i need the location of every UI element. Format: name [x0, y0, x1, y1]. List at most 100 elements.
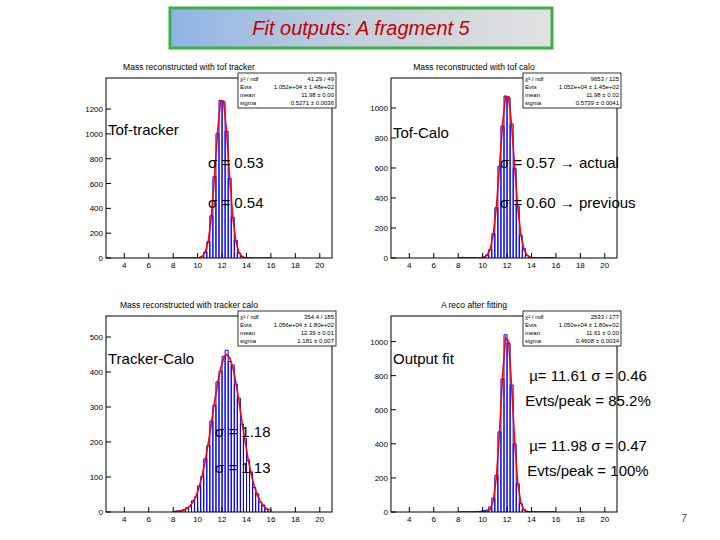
y-tick-label: 600	[375, 406, 389, 415]
x-tick-label: 12	[503, 261, 512, 270]
x-tick	[173, 253, 174, 258]
x-tick-label: 18	[576, 261, 585, 270]
x-tick-label: 12	[218, 515, 227, 524]
stats-value: 0.5739 ± 0.0041	[576, 100, 620, 106]
slide-title: Fit outputs: A fragment 5	[252, 17, 470, 39]
x-tick-label: 20	[600, 515, 609, 524]
x-tick-label: 16	[266, 261, 275, 270]
x-tick-label: 14	[242, 261, 251, 270]
histogram-title: A reco after fitting	[441, 300, 507, 310]
stats-value: 11.98 ± 0.00	[301, 92, 335, 98]
stats-label: mean	[525, 330, 540, 336]
x-tick	[482, 507, 483, 512]
x-tick-label: 6	[432, 515, 437, 524]
x-tick-label: 18	[291, 515, 300, 524]
x-tick	[507, 253, 508, 258]
y-tick-label: 600	[375, 164, 389, 173]
y-tick-label: 800	[375, 372, 389, 381]
stats-value: 1.181 ± 0.007	[297, 338, 334, 344]
stats-box	[238, 311, 336, 346]
fit-line	[175, 101, 270, 258]
x-tick-label: 20	[600, 261, 609, 270]
x-tick	[531, 253, 532, 258]
x-tick-label: 14	[242, 515, 251, 524]
y-tick-label: 1000	[85, 130, 103, 139]
slide: Fit outputs: A fragment 5702004006008001…	[0, 0, 720, 540]
x-tick-label: 10	[193, 261, 202, 270]
y-tick	[391, 477, 396, 478]
pad	[365, 298, 623, 526]
y-tick-label: 0	[384, 508, 389, 517]
stats-box	[523, 73, 621, 108]
annotation: Evts/peak = 85.2%	[525, 392, 651, 409]
y-tick-label: 500	[90, 333, 104, 342]
y-tick	[391, 512, 396, 513]
stats-label: χ² / ndf	[525, 76, 544, 82]
x-tick-label: 4	[407, 261, 412, 270]
y-tick-label: 600	[90, 180, 104, 189]
annotation: σ = 1.18	[215, 423, 271, 440]
stats-value: 1.050e+04 ± 1.80e+02	[559, 322, 620, 328]
annotation: Tracker-Calo	[108, 350, 194, 367]
x-tick-label: 18	[291, 261, 300, 270]
y-tick	[106, 407, 111, 408]
pad	[80, 298, 338, 526]
y-tick	[391, 375, 396, 376]
x-tick	[604, 507, 605, 512]
x-tick	[173, 507, 174, 512]
x-tick	[409, 507, 410, 512]
stats-value: 0.4608 ± 0.0034	[576, 338, 620, 344]
x-tick	[507, 507, 508, 512]
stats-value: 11.61 ± 0.00	[586, 330, 620, 336]
stats-label: mean	[240, 330, 255, 336]
annotation: µ= 11.61 σ = 0.46	[529, 367, 647, 384]
annotation: Evts/peak = 100%	[527, 462, 648, 479]
fit-line	[460, 97, 555, 258]
x-tick-label: 20	[315, 515, 324, 524]
x-tick-label: 8	[171, 261, 176, 270]
annotation: Tof-Calo	[393, 124, 449, 141]
plot-data	[173, 350, 271, 512]
stats-value: 12.39 ± 0.01	[301, 330, 335, 336]
x-tick-label: 12	[503, 515, 512, 524]
stats-value: 9653 / 125	[591, 76, 620, 82]
y-tick	[106, 258, 111, 259]
x-tick	[222, 253, 223, 258]
page-number: 7	[681, 512, 687, 524]
y-tick-label: 0	[384, 254, 389, 263]
annotation: σ = 1.13	[215, 459, 271, 476]
stats-label: sigma	[240, 100, 257, 106]
y-tick	[391, 198, 396, 199]
y-tick-label: 0	[99, 508, 104, 517]
histogram-title: Mass reconstructed with tof tracker	[123, 62, 255, 72]
plot-data	[458, 335, 556, 512]
x-tick-label: 8	[171, 515, 176, 524]
y-tick-label: 0	[99, 254, 104, 263]
x-tick	[246, 507, 247, 512]
y-tick-label: 200	[90, 438, 104, 447]
stats-label: χ² / ndf	[240, 76, 259, 82]
y-tick-label: 300	[90, 403, 104, 412]
y-tick	[391, 443, 396, 444]
y-tick-label: 200	[375, 224, 389, 233]
x-tick	[433, 253, 434, 258]
x-tick	[580, 507, 581, 512]
x-tick	[124, 253, 125, 258]
annotation: µ= 11.98 σ = 0.47	[529, 437, 647, 454]
x-tick	[222, 507, 223, 512]
stats-value: 11.98 ± 0.02	[586, 92, 620, 98]
y-tick-label: 1000	[370, 104, 388, 113]
y-tick	[391, 258, 396, 259]
x-tick-label: 18	[576, 515, 585, 524]
x-tick-label: 12	[218, 261, 227, 270]
y-tick	[391, 108, 396, 109]
x-tick-label: 10	[478, 261, 487, 270]
y-tick	[391, 409, 396, 410]
x-tick	[555, 253, 556, 258]
x-tick	[270, 253, 271, 258]
stats-label: sigma	[525, 338, 542, 344]
stats-value: 41.29 / 49	[307, 76, 334, 82]
panel: 0100200300400500468101214161820Mass reco…	[80, 298, 338, 526]
x-tick	[409, 253, 410, 258]
x-tick-label: 8	[456, 261, 461, 270]
